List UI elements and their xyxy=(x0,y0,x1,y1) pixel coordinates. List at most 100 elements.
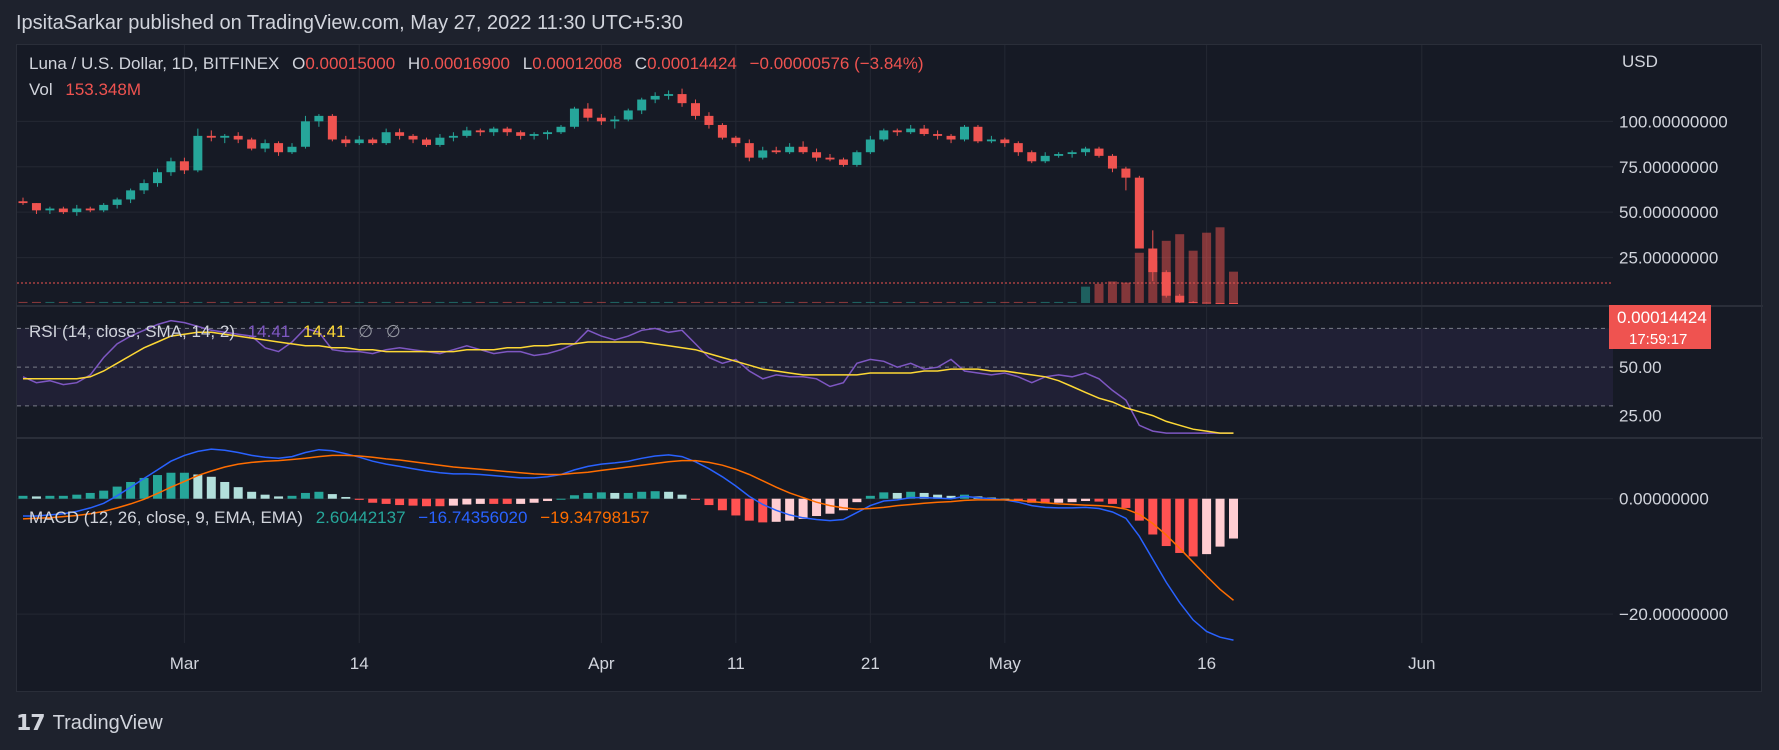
candle-body xyxy=(610,119,620,122)
candle-body xyxy=(569,108,579,127)
volume-bar xyxy=(691,301,700,303)
close-value: 0.00014424 xyxy=(647,54,737,73)
volume-bar xyxy=(569,301,579,303)
macd-hist-bar xyxy=(1229,498,1238,539)
candle-body xyxy=(99,204,109,211)
macd-hist-bar xyxy=(1134,498,1144,521)
macd-hist-bar xyxy=(892,492,902,499)
candle-body xyxy=(691,103,700,116)
pane-separators xyxy=(17,305,1763,439)
volume-bar xyxy=(1175,234,1185,303)
rsi-empty-2: ∅ xyxy=(386,322,401,341)
macd-hist-bar xyxy=(664,491,674,499)
volume-bar xyxy=(637,301,647,303)
volume-bar xyxy=(650,301,660,303)
macd-hist-bar xyxy=(610,492,620,499)
macd-hist-bar xyxy=(368,498,378,503)
symbol-line: Luna / U.S. Dollar, 1D, BITFINEX xyxy=(29,54,279,73)
macd-hist-bar xyxy=(933,494,943,499)
candle-body xyxy=(1094,148,1104,156)
x-tick-label: Apr xyxy=(588,654,615,673)
candle-body xyxy=(18,201,28,204)
volume-bar xyxy=(1094,283,1104,303)
candle-body xyxy=(126,190,136,200)
rsi-sma-line xyxy=(23,331,1234,434)
macd-legend-label: MACD (12, 26, close, 9, EMA, EMA) xyxy=(29,508,303,527)
macd-hist-bar xyxy=(126,481,136,499)
volume-bar xyxy=(45,301,55,303)
low-value: 0.00012008 xyxy=(532,54,622,73)
macd-hist-bar xyxy=(691,498,700,500)
volume-bar xyxy=(865,301,875,303)
x-axis-labels: Mar 14 Apr 11 21 May 16 Jun xyxy=(170,654,1436,673)
macd-tick-label: −20.00000000 xyxy=(1619,605,1728,624)
macd-hist-bar xyxy=(704,498,714,506)
last-price-tag xyxy=(1609,305,1711,349)
volume-bar xyxy=(919,301,929,303)
volume-value: 153.348M xyxy=(65,80,141,99)
volume-bar xyxy=(986,301,996,303)
macd-hist-bar xyxy=(18,495,28,499)
candle-body xyxy=(179,161,189,171)
macd-hist-bar xyxy=(381,498,391,504)
price-tick-label: 25.00000000 xyxy=(1619,249,1718,268)
tradingview-logo-icon: 𝟭𝟳 xyxy=(16,710,46,735)
candle-body xyxy=(274,143,284,153)
macd-hist-bar xyxy=(1094,498,1104,502)
signal-line xyxy=(22,454,1234,601)
open-value: 0.00015000 xyxy=(305,54,395,73)
candle-body xyxy=(852,152,862,165)
candle-body xyxy=(435,137,445,145)
publish-header: IpsitaSarkar published on TradingView.co… xyxy=(16,12,683,34)
candle-body xyxy=(1121,168,1131,178)
macd-hist-bar xyxy=(287,495,297,499)
volume-bar xyxy=(354,301,364,303)
volume-bar xyxy=(435,301,445,303)
volume-bar xyxy=(1134,252,1144,303)
high-label: H xyxy=(408,54,420,73)
volume-bar xyxy=(516,301,526,303)
volume-bar xyxy=(664,301,674,303)
candle-body xyxy=(623,110,633,120)
candle-body xyxy=(206,135,216,138)
volume-bar xyxy=(166,301,176,303)
chart-frame[interactable]: 25.00000000 50.00000000 75.00000000 100.000… xyxy=(16,44,1763,693)
volume-bar xyxy=(314,301,324,303)
open-label: O xyxy=(292,54,305,73)
volume-bar xyxy=(489,301,499,303)
rsi-sma-value: 14.41 xyxy=(303,322,346,341)
volume-bar xyxy=(1229,271,1238,303)
macd-hist-bar xyxy=(731,498,741,516)
x-tick-label: Jun xyxy=(1408,654,1435,673)
volume-bar xyxy=(731,301,741,303)
candle-body xyxy=(1161,272,1171,296)
candle-body xyxy=(825,157,835,160)
macd-hist-bar xyxy=(919,492,929,499)
macd-hist-bar xyxy=(596,492,606,499)
macd-hist-bar xyxy=(1040,498,1050,504)
macd-hist-bar xyxy=(99,490,109,499)
macd-hist-bar xyxy=(422,498,431,507)
volume-bar xyxy=(85,301,95,303)
macd-hist-bar xyxy=(623,492,633,499)
candle-body xyxy=(1229,302,1238,304)
macd-hist-bar xyxy=(1107,498,1117,504)
candle-body xyxy=(892,130,902,133)
volume-bar xyxy=(785,301,795,303)
volume-bar xyxy=(153,301,162,303)
volume-bar xyxy=(677,301,687,303)
candle-body xyxy=(664,94,674,96)
volume-bar xyxy=(448,301,458,303)
y-axis-labels: 25.00000000 50.00000000 75.00000000 100.000… xyxy=(1619,112,1728,624)
macd-hist-bar xyxy=(462,498,472,505)
candle-body xyxy=(785,146,795,153)
chart-canvas[interactable]: 25.00000000 50.00000000 75.00000000 100.000… xyxy=(17,45,1763,693)
candle-body xyxy=(45,208,55,211)
volume-bar xyxy=(327,301,337,303)
candle-body xyxy=(475,130,485,133)
volume-bar xyxy=(1202,232,1212,303)
candle-body xyxy=(462,130,472,136)
volume-bar xyxy=(1188,250,1198,303)
macd-hist-bar xyxy=(543,498,553,502)
candle-body xyxy=(31,203,41,211)
